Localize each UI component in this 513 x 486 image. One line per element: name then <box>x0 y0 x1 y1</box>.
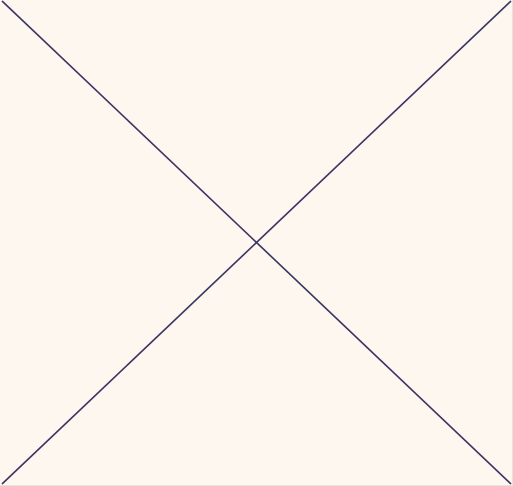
diagonal-line-bottom-left-to-top-right <box>1 0 512 485</box>
blank-canvas <box>0 0 513 486</box>
x-cross-icon <box>1 0 512 485</box>
